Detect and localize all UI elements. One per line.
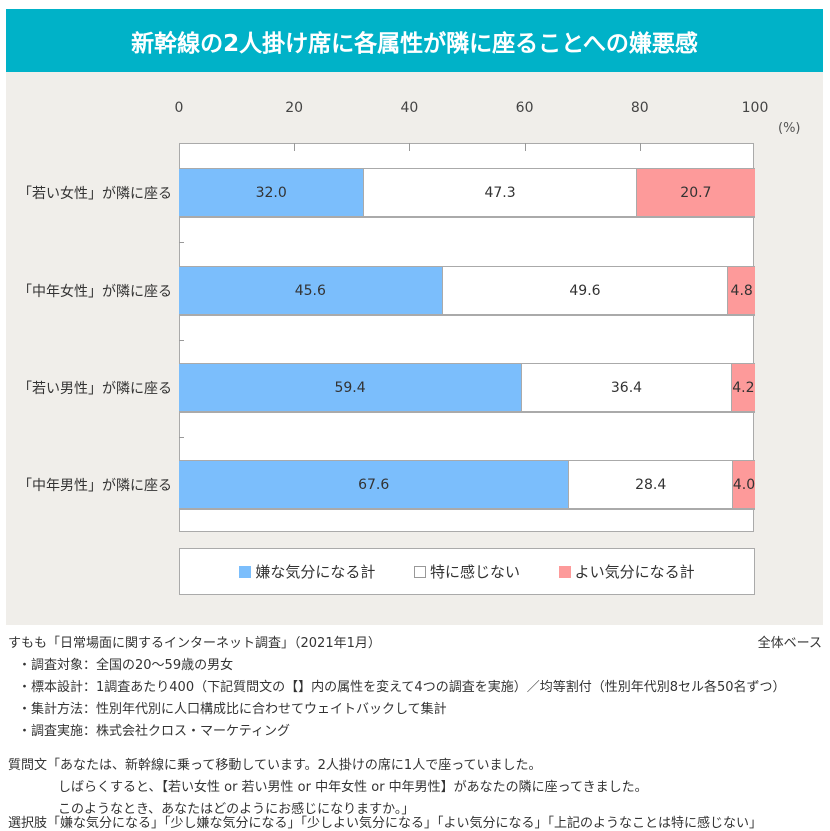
category-label: 「若い女性」が隣に座る (18, 186, 172, 202)
row-border (179, 411, 755, 413)
x-tick-mark (409, 143, 411, 151)
bar-segment: 20.7 (635, 169, 755, 216)
category-label: 「中年男性」が隣に座る (18, 478, 172, 494)
bar-segment: 28.4 (568, 461, 732, 508)
x-tick-label: 60 (515, 100, 534, 116)
category-label: 「中年女性」が隣に座る (18, 284, 172, 300)
base-note: 全体ベース (757, 636, 822, 651)
x-axis-unit: (%) (778, 121, 801, 136)
source-note: すもも「日常場面に関するインターネット調査」（2021年1月） (8, 636, 381, 651)
category-label: 「若い男性」が隣に座る (18, 381, 172, 397)
x-tick-label: 100 (741, 100, 769, 116)
bar-segment: 4.2 (730, 364, 755, 411)
row-separator-tick (179, 340, 184, 341)
question-line: しばらくすると、【若い女性 or 若い男性 or 中年女性 or 中年男性】があ… (58, 780, 648, 795)
chart-title: 新幹線の2人掛け席に各属性が隣に座ることへの嫌悪感 (6, 9, 823, 72)
x-tick-mark (294, 143, 296, 151)
row-border (179, 460, 755, 462)
x-tick-mark (639, 143, 641, 151)
row-border (179, 266, 755, 268)
row-separator-tick (179, 242, 184, 243)
bar-segment: 4.8 (727, 267, 755, 314)
method-line: ・集計方法：性別年代別に人口構成比に合わせてウェイトバックして集計 (18, 702, 447, 717)
row-border (179, 508, 755, 510)
x-tick-mark (524, 143, 526, 151)
bar-segment: 32.0 (179, 169, 364, 216)
row-border (179, 168, 755, 170)
method-line: ・標本設計：1調査あたり400（下記質問文の【】内の属性を変えて4つの調査を実施… (18, 680, 786, 695)
method-line: ・調査実施：株式会社クロス・マーケティング (18, 724, 290, 739)
legend-swatch (239, 565, 252, 578)
bar-segment: 47.3 (363, 169, 636, 216)
bar-segment: 4.0 (731, 461, 755, 508)
legend-swatch (558, 565, 571, 578)
bar-segment: 67.6 (179, 461, 569, 508)
method-line: ・調査対象：全国の20～59歳の男女 (18, 658, 234, 673)
row-border (179, 314, 755, 316)
x-tick-label: 20 (285, 100, 304, 116)
question-line: このようなとき、あなたはどのようにお感じになりますか。」 (58, 802, 415, 817)
legend-label: よい気分になる計 (574, 563, 695, 581)
legend-item-neutral: 特に感じない (413, 561, 520, 582)
choices-line: 選択肢「嫌な気分になる」「少し嫌な気分になる」「少しよい気分になる」「よい気分に… (8, 816, 763, 831)
row-border (179, 216, 755, 218)
bar-segment: 36.4 (521, 364, 731, 411)
bar-segment: 49.6 (441, 267, 728, 314)
legend-label: 特に感じない (429, 563, 520, 581)
bar-segment: 45.6 (179, 267, 442, 314)
x-tick-label: 0 (174, 100, 184, 116)
question-line: 質問文「あなたは、新幹線に乗って移動しています。2人掛けの席に1人で座っていまし… (8, 758, 542, 773)
legend-item-like: よい気分になる計 (558, 561, 695, 582)
x-tick-label: 80 (630, 100, 649, 116)
row-separator-tick (179, 437, 184, 438)
row-border (179, 363, 755, 365)
x-tick-label: 40 (400, 100, 419, 116)
legend-swatch (413, 565, 426, 578)
legend: 嫌な気分になる計 特に感じない よい気分になる計 (179, 548, 755, 595)
bar-segment: 59.4 (179, 364, 522, 411)
legend-label: 嫌な気分になる計 (255, 563, 376, 581)
legend-item-dislike: 嫌な気分になる計 (239, 561, 375, 582)
